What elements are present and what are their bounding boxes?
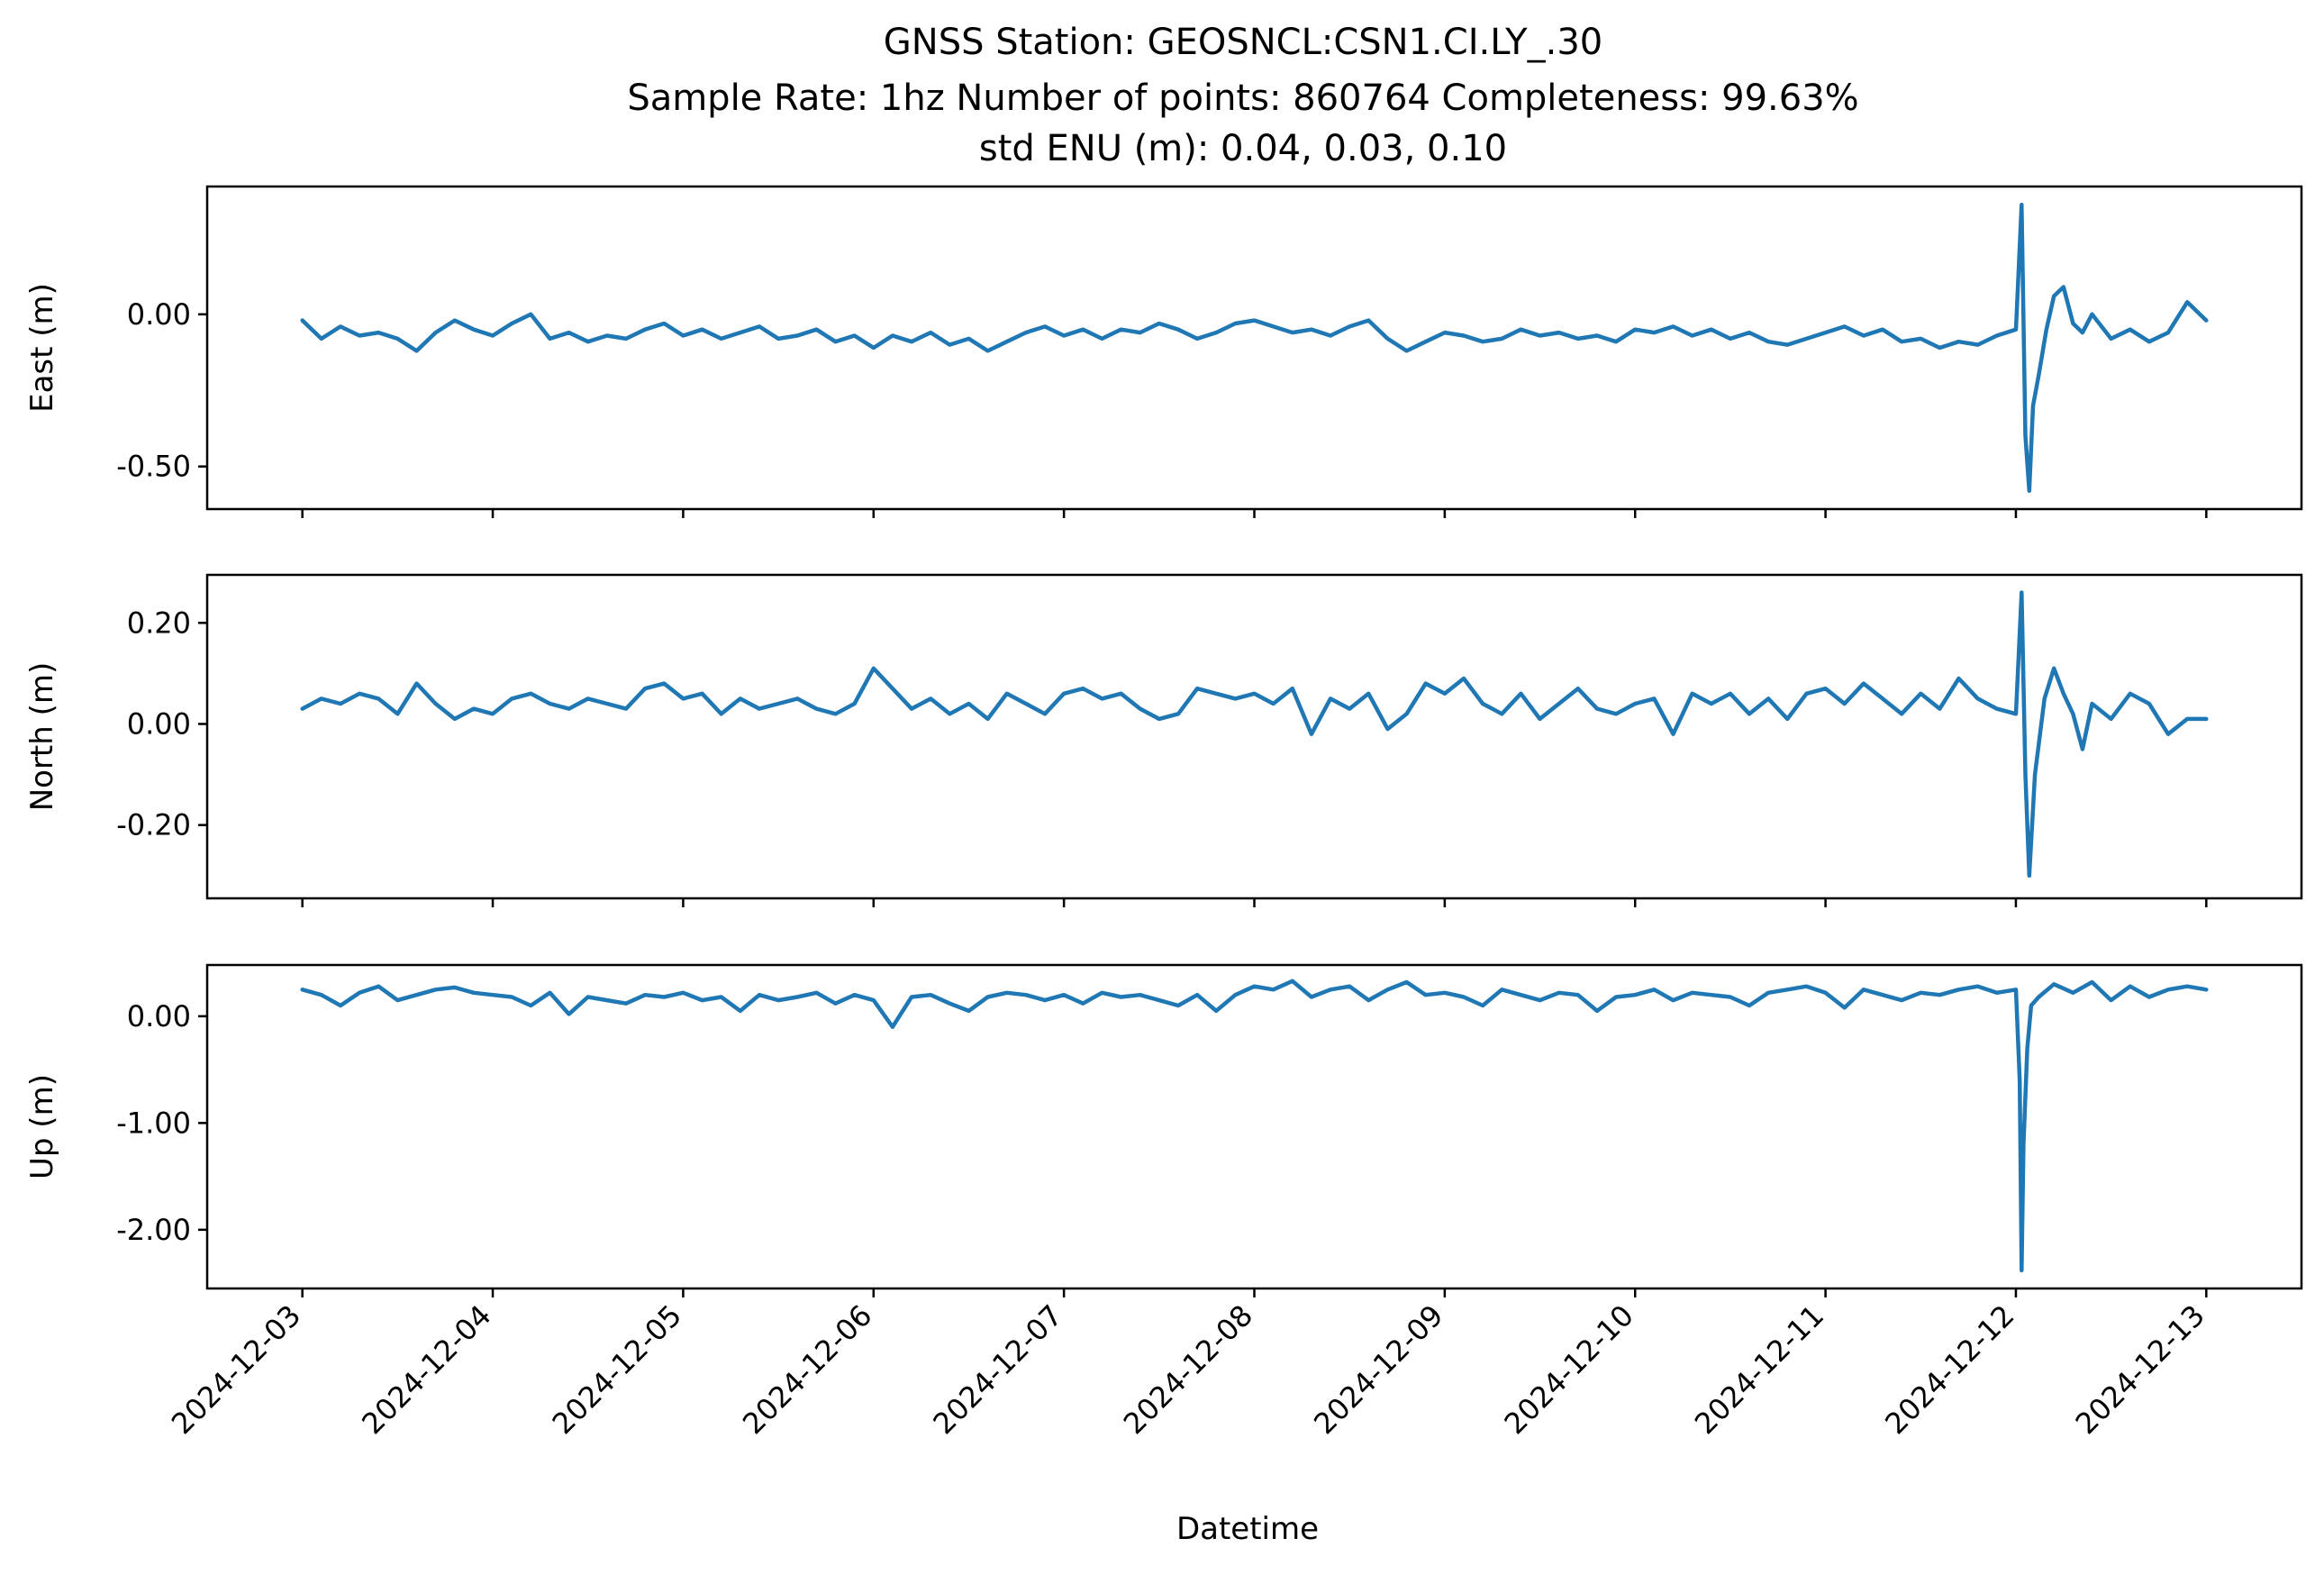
north-series-line	[300, 590, 2209, 879]
east-y-tick-label: -0.50	[116, 450, 191, 484]
x-tick-label: 2024-12-06	[736, 1298, 878, 1441]
up-y-tick-label: 0.00	[127, 999, 191, 1033]
up-y-axis-label: Up (m)	[24, 1074, 60, 1179]
figure-title-line-2: Sample Rate: 1hz Number of points: 86076…	[627, 77, 1858, 119]
north-y-tick-label: 0.20	[127, 605, 191, 640]
x-tick-label: 2024-12-12	[1878, 1298, 2020, 1441]
east-axes-frame	[205, 185, 2303, 511]
up-panel: 0.00 -1.00 -2.00 2024-12-03 2024-12-04 2024-1…	[24, 963, 2303, 1441]
x-tick-label: 2024-12-07	[926, 1298, 1068, 1441]
north-y-tick-label: 0.00	[127, 706, 191, 741]
east-y-tick-label: 0.00	[127, 297, 191, 332]
up-series-line	[300, 979, 2209, 1273]
east-series-line	[300, 203, 2209, 493]
x-tick-label: 2024-12-09	[1307, 1298, 1449, 1441]
x-tick-label: 2024-12-13	[2069, 1298, 2211, 1441]
x-tick-label: 2024-12-08	[1117, 1298, 1259, 1441]
north-panel: 0.20 0.00 -0.20 North (m)	[24, 573, 2303, 907]
up-y-tick-label: -2.00	[116, 1213, 191, 1247]
north-y-tick-label: -0.20	[116, 808, 191, 842]
up-axes-frame	[205, 963, 2303, 1290]
x-tick-label: 2024-12-05	[546, 1298, 688, 1441]
x-tick-label: 2024-12-11	[1688, 1298, 1830, 1441]
figure-title-line-3: std ENU (m): 0.04, 0.03, 0.10	[979, 128, 1507, 169]
up-y-tick-label: -1.00	[116, 1106, 191, 1140]
figure-title-line-1: GNSS Station: GEOSNCL:CSN1.CI.LY_.30	[884, 22, 1602, 63]
north-y-axis-label: North (m)	[24, 662, 60, 812]
x-tick-label: 2024-12-04	[355, 1298, 497, 1441]
x-tick-label: 2024-12-10	[1498, 1298, 1640, 1441]
x-tick-label: 2024-12-03	[165, 1298, 307, 1441]
east-y-axis-label: East (m)	[24, 283, 60, 413]
x-axis-label: Datetime	[1176, 1511, 1319, 1547]
east-panel: 0.00 -0.50 East (m)	[24, 185, 2303, 518]
north-axes-frame	[205, 573, 2303, 900]
